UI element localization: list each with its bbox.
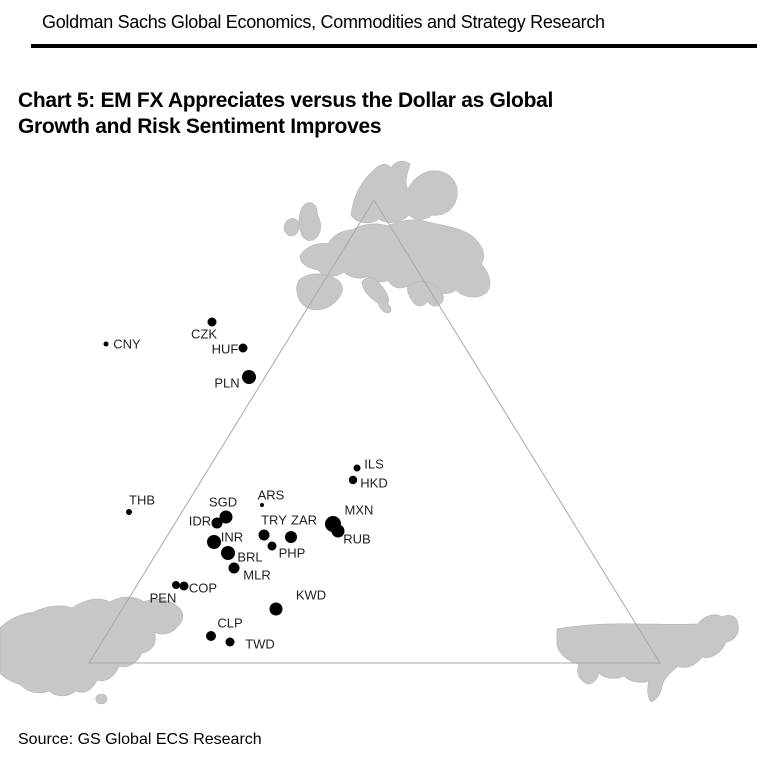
point-label-rub: RUB [343, 532, 370, 547]
point-label-php: PHP [279, 546, 306, 561]
source-note: Source: GS Global ECS Research [18, 731, 262, 748]
data-point-twd [225, 637, 235, 647]
data-point-thb [126, 509, 132, 515]
point-label-cny: CNY [113, 337, 141, 352]
china-map-icon [0, 596, 184, 705]
data-point-mlr [228, 562, 240, 574]
point-label-huf: HUF [212, 342, 239, 357]
data-point-czk [207, 317, 217, 327]
data-point-cop [179, 581, 189, 591]
point-label-mlr: MLR [243, 568, 270, 583]
point-label-hkd: HKD [360, 476, 387, 491]
point-label-mxn: MXN [345, 503, 374, 518]
us-map-icon [556, 614, 739, 703]
data-point-try [258, 529, 270, 541]
point-label-pln: PLN [214, 376, 239, 391]
point-label-twd: TWD [245, 637, 275, 652]
point-label-brl: BRL [237, 550, 262, 565]
map-silhouettes [0, 160, 739, 705]
data-point-kwd [269, 602, 283, 616]
chart-title: Chart 5: EM FX Appreciates versus the Do… [18, 88, 618, 140]
point-label-ars: ARS [258, 488, 285, 503]
data-point-pen [172, 581, 180, 589]
data-point-rub [331, 524, 345, 538]
point-label-ils: ILS [364, 457, 384, 472]
data-point-php [267, 541, 277, 551]
data-point-ars [260, 503, 264, 507]
point-label-inr: INR [221, 530, 243, 545]
point-label-kwd: KWD [296, 588, 326, 603]
header-title: Goldman Sachs Global Economics, Commodit… [42, 12, 605, 32]
data-point-inr [207, 535, 221, 549]
data-point-cny [103, 341, 109, 347]
data-point-brl [221, 546, 235, 560]
point-label-idr: IDR [189, 514, 211, 529]
triangle-outline [88, 199, 661, 664]
data-point-huf [238, 343, 248, 353]
chart-title-line1: Chart 5: EM FX Appreciates versus the Do… [18, 89, 554, 112]
data-point-pln [242, 370, 256, 384]
point-label-pen: PEN [150, 591, 177, 606]
point-label-zar: ZAR [291, 513, 317, 528]
point-label-try: TRY [261, 513, 287, 528]
chart-title-line2: Growth and Risk Sentiment Improves [18, 115, 382, 138]
header-rule [31, 44, 757, 48]
point-label-sgd: SGD [209, 495, 237, 510]
data-point-clp [206, 631, 216, 641]
data-point-idr [211, 517, 223, 529]
point-label-clp: CLP [217, 616, 242, 631]
point-label-thb: THB [129, 493, 155, 508]
data-point-ils [353, 464, 361, 472]
europe-map-icon [283, 160, 491, 314]
data-point-sgd [219, 510, 233, 524]
data-point-zar [285, 531, 297, 543]
point-label-czk: CZK [191, 327, 217, 342]
data-point-hkd [348, 475, 358, 485]
point-label-cop: COP [189, 581, 217, 596]
